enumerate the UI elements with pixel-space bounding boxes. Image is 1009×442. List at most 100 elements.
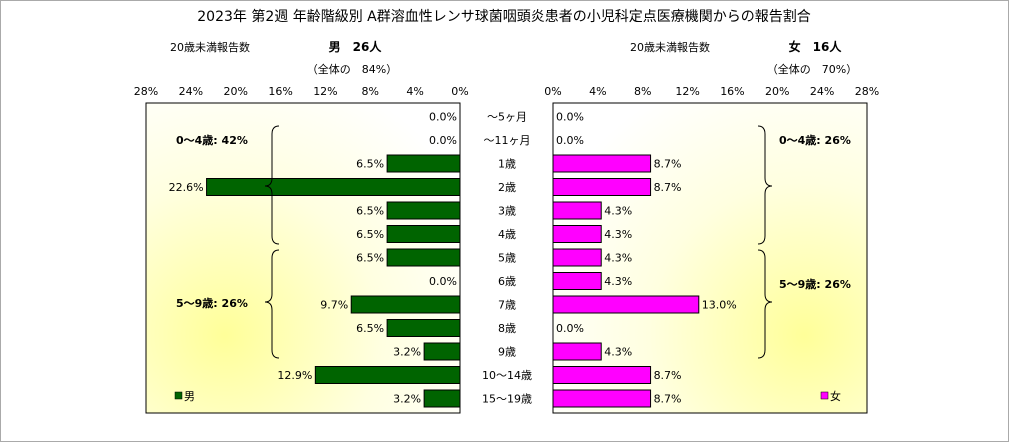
male-tick-label: 4% xyxy=(406,85,423,98)
female-bar xyxy=(552,366,652,384)
category-label: 2歳 xyxy=(498,181,516,194)
female-tick-label: 4% xyxy=(589,85,606,98)
female-bracket-5-9 xyxy=(757,249,773,359)
male-tick-label: 16% xyxy=(268,85,292,98)
female-tick-label: 20% xyxy=(765,85,789,98)
male-bar xyxy=(423,342,461,361)
male-tick-label: 28% xyxy=(134,85,158,98)
female-tick-label: 24% xyxy=(810,85,834,98)
male-header-share: （全体の 84%） xyxy=(307,62,397,76)
male-bracket-0-4 xyxy=(264,125,280,245)
female-bar xyxy=(552,154,652,173)
female-value-label: 0.0% xyxy=(556,111,584,124)
female-bar xyxy=(552,248,602,267)
female-axis-ticks: 0% 4% 8% 12% 16% 20% 24% 28% xyxy=(544,85,879,98)
female-legend-label: 女 xyxy=(830,389,841,403)
male-value-label: 9.7% xyxy=(320,299,348,312)
category-label: 7歳 xyxy=(498,299,516,312)
male-value-label: 22.6% xyxy=(169,181,204,194)
category-label: 3歳 xyxy=(498,205,516,218)
female-header-count: 女 16人 xyxy=(789,39,843,54)
female-bar xyxy=(552,342,602,361)
female-bracket-0-4 xyxy=(757,125,773,245)
category-label: 15～19歳 xyxy=(482,393,532,406)
female-value-labels: 0.0% 0.0% 8.7% 8.7% 4.3% 4.3% 4.3% 4.3% 13.0% 0.0… xyxy=(556,111,737,406)
female-tick-label: 8% xyxy=(634,85,651,98)
male-bracket-5-9 xyxy=(264,249,280,359)
category-label: 1歳 xyxy=(498,158,516,171)
category-label: ～5ヶ月 xyxy=(487,111,527,124)
category-label: 10～14歳 xyxy=(482,369,532,382)
category-label: 5歳 xyxy=(498,252,516,265)
male-tick-label: 12% xyxy=(313,85,337,98)
male-axis-ticks: 0% 4% 8% 12% 16% 20% 24% 28% xyxy=(134,85,469,98)
male-value-label: 6.5% xyxy=(356,252,384,265)
female-value-label: 0.0% xyxy=(556,322,584,335)
male-legend-swatch xyxy=(174,391,183,400)
chart-title: 2023年 第2週 年齢階級別 A群溶血性レンサ球菌咽頭炎患者の小児科定点医療機… xyxy=(197,8,810,25)
category-label: 9歳 xyxy=(498,346,516,359)
female-tick-label: 12% xyxy=(675,85,699,98)
female-value-label: 4.3% xyxy=(604,346,632,359)
male-bar xyxy=(206,178,461,196)
male-value-label: 0.0% xyxy=(429,275,457,288)
female-tick-label: 16% xyxy=(720,85,744,98)
female-value-label: 8.7% xyxy=(654,158,682,171)
female-bar xyxy=(552,225,602,243)
male-value-labels: 0.0% 0.0% 6.5% 22.6% 6.5% 6.5% 6.5% 0.0% 9.7% 6.5… xyxy=(169,111,457,406)
male-legend-label: 男 xyxy=(184,390,195,403)
female-value-label: 13.0% xyxy=(702,299,737,312)
male-bar xyxy=(386,248,461,267)
female-bar xyxy=(552,295,700,314)
female-bar xyxy=(552,272,602,290)
male-tick-label: 0% xyxy=(451,85,468,98)
female-header-share: （全体の 70%） xyxy=(767,62,857,76)
male-bar xyxy=(423,389,461,408)
female-value-label: 8.7% xyxy=(654,369,682,382)
category-label: 6歳 xyxy=(498,275,516,288)
category-label: 8歳 xyxy=(498,322,516,335)
female-value-label: 4.3% xyxy=(604,228,632,241)
category-labels: ～5ヶ月 ～11ヶ月 1歳 2歳 3歳 4歳 5歳 6歳 7歳 8歳 9歳 10～14歳 15～19歳 xyxy=(482,111,532,406)
male-bar xyxy=(386,319,461,337)
female-header-label: 20歳未満報告数 xyxy=(630,41,710,54)
male-value-label: 3.2% xyxy=(393,346,421,359)
female-bars xyxy=(552,154,700,408)
male-tick-label: 20% xyxy=(223,85,247,98)
female-tick-label: 0% xyxy=(544,85,561,98)
male-header-label: 20歳未満報告数 xyxy=(170,41,250,54)
male-tick-label: 24% xyxy=(179,85,203,98)
male-value-label: 12.9% xyxy=(277,369,312,382)
male-value-label: 6.5% xyxy=(356,228,384,241)
male-bars xyxy=(206,154,461,408)
male-value-label: 3.2% xyxy=(393,393,421,406)
male-value-label: 6.5% xyxy=(356,158,384,171)
female-bar xyxy=(552,389,652,408)
male-value-label: 6.5% xyxy=(356,205,384,218)
female-value-label: 8.7% xyxy=(654,181,682,194)
female-value-label: 8.7% xyxy=(654,393,682,406)
male-value-label: 6.5% xyxy=(356,322,384,335)
male-header-count: 男 26人 xyxy=(329,39,383,54)
male-tick-label: 8% xyxy=(362,85,379,98)
female-bar xyxy=(552,178,652,196)
male-value-label: 0.0% xyxy=(429,111,457,124)
category-label: ～11ヶ月 xyxy=(484,134,531,147)
female-value-label: 4.3% xyxy=(604,252,632,265)
female-tick-label: 28% xyxy=(855,85,879,98)
male-group-label-5-9: 5～9歳: 26% xyxy=(176,296,248,310)
male-bar xyxy=(386,154,461,173)
male-bar xyxy=(314,366,461,384)
female-group-label-0-4: 0～4歳: 26% xyxy=(779,133,851,147)
male-bar xyxy=(386,225,461,243)
male-group-label-0-4: 0～4歳: 42% xyxy=(176,133,248,147)
female-group-label-5-9: 5～9歳: 26% xyxy=(779,277,851,291)
male-bar xyxy=(350,295,461,314)
female-bar xyxy=(552,201,602,220)
male-value-label: 0.0% xyxy=(429,134,457,147)
category-label: 4歳 xyxy=(498,228,516,241)
female-value-label: 4.3% xyxy=(604,205,632,218)
female-legend-swatch xyxy=(820,391,829,400)
female-value-label: 0.0% xyxy=(556,134,584,147)
